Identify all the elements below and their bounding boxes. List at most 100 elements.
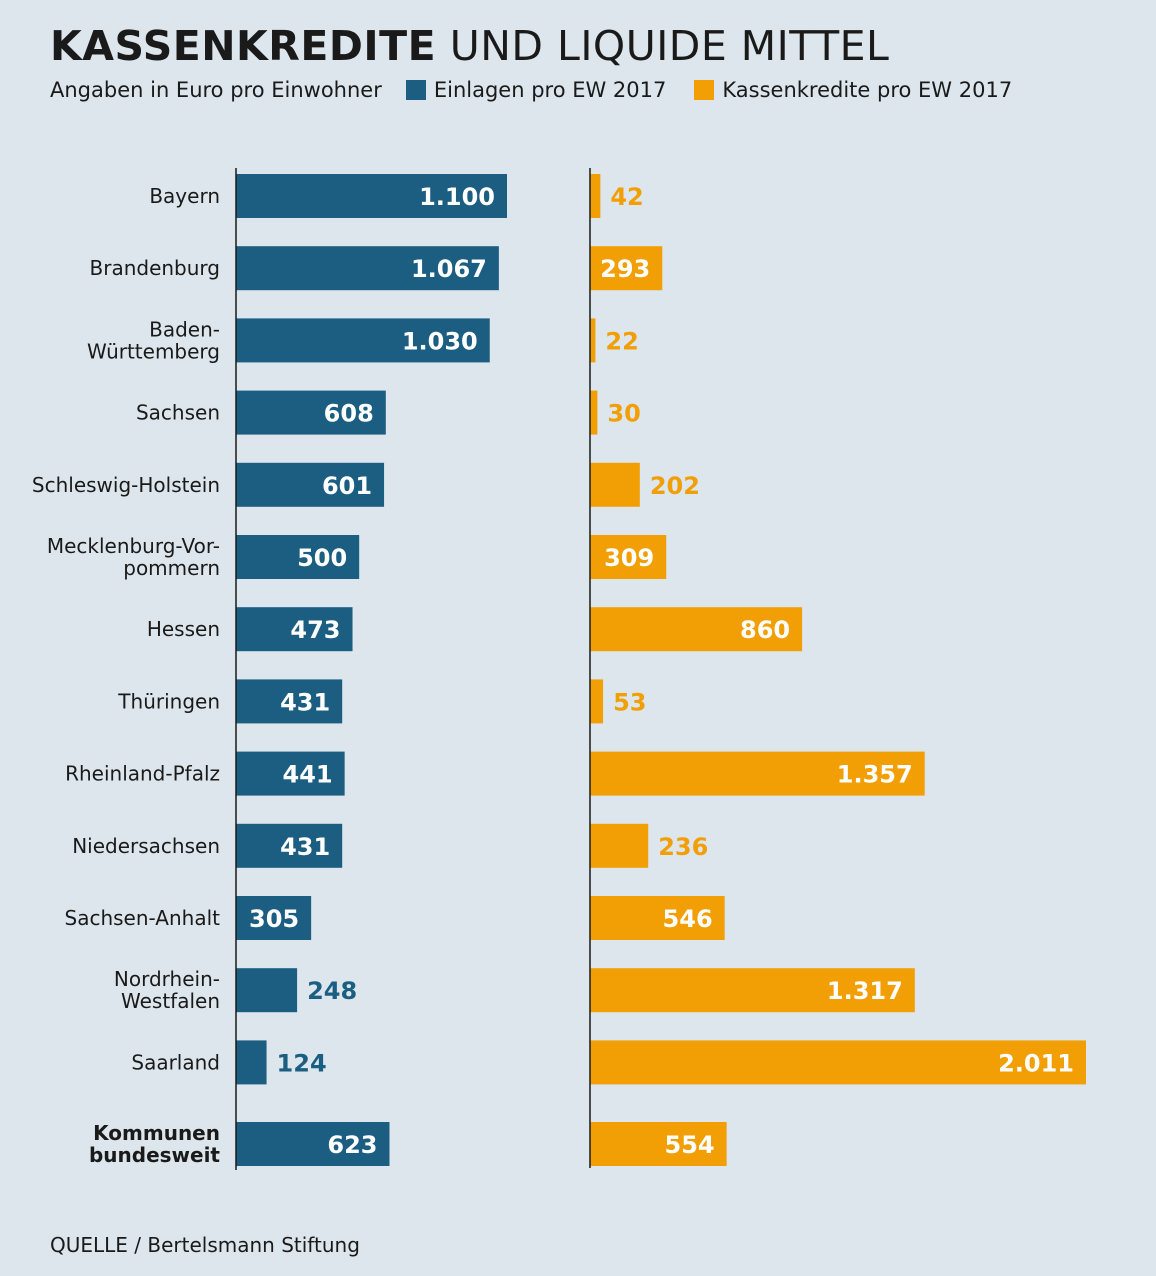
value-label-kassenkredite: 42 bbox=[610, 183, 643, 211]
bar-einlagen bbox=[236, 896, 312, 940]
bar-einlagen bbox=[236, 679, 343, 724]
value-label-kassenkredite: 236 bbox=[658, 833, 708, 861]
value-label-einlagen: 500 bbox=[297, 544, 347, 572]
category-label-line: Saarland bbox=[131, 1050, 220, 1074]
bar-einlagen bbox=[236, 462, 385, 507]
category-label: Niedersachsen bbox=[72, 834, 220, 858]
category-label: Thüringen bbox=[117, 689, 220, 713]
value-label-einlagen: 623 bbox=[327, 1131, 377, 1159]
bar-kassenkredite bbox=[590, 751, 925, 796]
chart-title: KASSENKREDITE UND LIQUIDE MITTEL bbox=[50, 22, 889, 70]
category-label-line: Mecklenburg-Vor- bbox=[47, 534, 220, 558]
category-label-line: Sachsen bbox=[136, 401, 220, 425]
legend-label-kassenkredite: Kassenkredite pro EW 2017 bbox=[722, 78, 1013, 102]
bar-kassenkredite bbox=[590, 968, 915, 1013]
bar-einlagen bbox=[236, 390, 386, 435]
legend-swatch-kassenkredite bbox=[694, 80, 715, 100]
category-label: Brandenburg bbox=[90, 256, 221, 280]
category-label-line: Bayern bbox=[149, 184, 220, 208]
source-note: QUELLE / Bertelsmann Stiftung bbox=[50, 1233, 360, 1257]
bar-einlagen bbox=[236, 174, 507, 218]
chart-title-light: UND LIQUIDE MITTEL bbox=[449, 22, 890, 70]
category-label: Bayern bbox=[149, 184, 220, 208]
value-label-einlagen: 1.030 bbox=[402, 327, 478, 355]
category-label: Mecklenburg-Vor-pommern bbox=[47, 534, 220, 580]
category-label-line: Baden- bbox=[149, 317, 220, 341]
value-label-kassenkredite: 202 bbox=[650, 472, 700, 500]
value-label-kassenkredite: 30 bbox=[607, 400, 640, 428]
category-label-line: Hessen bbox=[147, 617, 220, 641]
bar-kassenkredite bbox=[590, 462, 640, 507]
bar-kassenkredite bbox=[590, 390, 598, 435]
bar-einlagen bbox=[236, 823, 343, 868]
category-label-line: Niedersachsen bbox=[72, 834, 220, 858]
category-label: Kommunen bundesweit bbox=[89, 1121, 220, 1167]
bar-kassenkredite bbox=[590, 535, 667, 579]
category-label-line: Brandenburg bbox=[90, 256, 221, 280]
value-label-einlagen: 431 bbox=[280, 688, 330, 716]
value-label-einlagen: 441 bbox=[283, 761, 333, 789]
chart-title-bold: KASSENKREDITE bbox=[50, 22, 437, 70]
bar-chart: Bayern 1.100 42 Brandenburg 1.067 293 Baden-Wü… bbox=[32, 168, 1086, 1170]
value-label-einlagen: 608 bbox=[324, 400, 374, 428]
value-label-kassenkredite: 293 bbox=[600, 255, 650, 283]
bar-kassenkredite bbox=[590, 823, 649, 868]
value-label-einlagen: 601 bbox=[322, 472, 372, 500]
bar-einlagen bbox=[236, 1040, 267, 1085]
category-label-line: Schleswig-Holstein bbox=[32, 473, 220, 497]
legend-swatch-einlagen bbox=[405, 80, 426, 100]
category-label-line: pommern bbox=[123, 556, 220, 580]
category-label: Sachsen bbox=[136, 401, 220, 425]
subtitle-legend-row: Angaben in Euro pro Einwohner Einlagen p… bbox=[50, 78, 1012, 102]
value-label-kassenkredite: 1.357 bbox=[837, 761, 913, 789]
value-label-einlagen: 473 bbox=[290, 616, 340, 644]
bar-kassenkredite bbox=[590, 1040, 1086, 1085]
bar-kassenkredite bbox=[590, 318, 596, 363]
category-label-line: bundesweit bbox=[89, 1143, 220, 1167]
category-label-line: Sachsen-Anhalt bbox=[65, 906, 221, 930]
category-label: Saarland bbox=[131, 1050, 220, 1074]
bar-einlagen bbox=[236, 607, 353, 652]
bar-einlagen bbox=[236, 535, 360, 579]
value-label-kassenkredite: 860 bbox=[740, 616, 790, 644]
value-label-kassenkredite: 309 bbox=[604, 544, 654, 572]
category-label: Rheinland-Pfalz bbox=[65, 762, 220, 786]
category-label: Schleswig-Holstein bbox=[32, 473, 220, 497]
value-label-kassenkredite: 2.011 bbox=[998, 1049, 1074, 1077]
legend-item-einlagen: Einlagen pro EW 2017 bbox=[405, 78, 667, 102]
category-label-line: Württemberg bbox=[87, 339, 220, 363]
legend-item-kassenkredite: Kassenkredite pro EW 2017 bbox=[694, 78, 1012, 102]
value-label-kassenkredite: 22 bbox=[605, 327, 638, 355]
chart-subtitle: Angaben in Euro pro Einwohner bbox=[50, 78, 382, 102]
value-label-einlagen: 1.100 bbox=[419, 183, 495, 211]
legend-label-einlagen: Einlagen pro EW 2017 bbox=[433, 78, 667, 102]
value-label-kassenkredite: 1.317 bbox=[827, 977, 903, 1005]
category-label: Baden-Württemberg bbox=[87, 317, 220, 363]
category-label-line: Rheinland-Pfalz bbox=[65, 762, 220, 786]
bar-kassenkredite bbox=[590, 1122, 727, 1166]
category-label-line: Thüringen bbox=[117, 689, 220, 713]
category-label-line: Westfalen bbox=[121, 989, 220, 1013]
bar-einlagen bbox=[236, 751, 345, 796]
bar-einlagen bbox=[236, 968, 298, 1013]
value-label-kassenkredite: 546 bbox=[663, 905, 713, 933]
bar-kassenkredite bbox=[590, 246, 663, 291]
value-label-einlagen: 1.067 bbox=[411, 255, 487, 283]
value-label-einlagen: 431 bbox=[280, 833, 330, 861]
category-label-line: Kommunen bbox=[93, 1121, 220, 1145]
bar-kassenkredite bbox=[590, 607, 803, 652]
bar-kassenkredite bbox=[590, 679, 604, 724]
category-label: Nordrhein-Westfalen bbox=[114, 967, 220, 1013]
category-label: Hessen bbox=[147, 617, 220, 641]
bar-einlagen bbox=[236, 1122, 390, 1166]
value-label-einlagen: 248 bbox=[307, 977, 357, 1005]
value-label-kassenkredite: 554 bbox=[665, 1131, 715, 1159]
bar-einlagen bbox=[236, 246, 499, 291]
category-label: Sachsen-Anhalt bbox=[65, 906, 221, 930]
bar-einlagen bbox=[236, 318, 490, 363]
value-label-einlagen: 305 bbox=[249, 905, 299, 933]
value-label-einlagen: 124 bbox=[277, 1049, 327, 1077]
bar-kassenkredite bbox=[590, 896, 725, 940]
value-label-kassenkredite: 53 bbox=[613, 688, 646, 716]
bar-kassenkredite bbox=[590, 174, 601, 218]
